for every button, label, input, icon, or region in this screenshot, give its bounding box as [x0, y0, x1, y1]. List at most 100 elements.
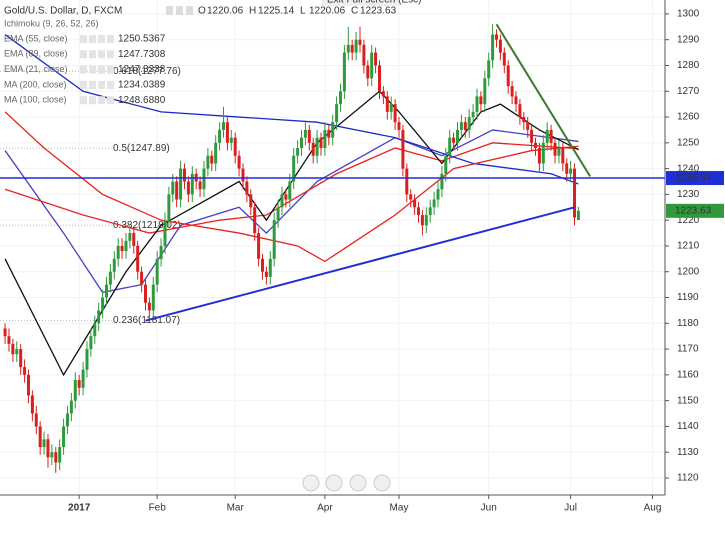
legend-value: 1248.6880 [118, 95, 166, 106]
reset[interactable] [349, 474, 367, 492]
legend-icon [98, 80, 105, 89]
candle-body [159, 245, 163, 259]
candle-body [190, 173, 194, 195]
candle-body [436, 189, 440, 200]
candle-body [140, 271, 144, 285]
candle-body [81, 369, 85, 388]
ohlc-label: H [249, 6, 256, 17]
candle-body [229, 137, 233, 143]
candle-body [463, 122, 467, 130]
chart-title: Gold/U.S. Dollar, D, FXCM [4, 6, 122, 17]
candle-body [498, 39, 502, 53]
price-tag-label: 1236.34 [675, 173, 712, 184]
fib-label: 0.618(1277.76) [113, 66, 181, 77]
scroll-left[interactable] [325, 474, 343, 492]
zoom-out[interactable] [302, 474, 320, 492]
candle-body [136, 245, 140, 272]
candle-body [65, 413, 69, 427]
tooltip-text: Exit Full screen (Esc) [327, 0, 421, 6]
candle-body [260, 258, 264, 272]
header-icon [166, 6, 173, 15]
candle-body [366, 65, 370, 79]
candle-body [147, 302, 151, 311]
candle-body [245, 181, 249, 195]
candle-body [327, 129, 331, 138]
candle-body [179, 168, 183, 200]
legend-icon [98, 50, 105, 59]
candle-body [171, 181, 175, 195]
fib-label: 0.382(1218.02) [113, 220, 181, 231]
candle-body [42, 439, 46, 448]
candle-body [225, 122, 229, 143]
candle-body [456, 129, 460, 143]
candle-body [132, 233, 136, 246]
trendline [145, 206, 575, 322]
candle-body [315, 137, 319, 156]
legend-name: EMA (89, close) [4, 49, 68, 59]
candle-body [541, 142, 545, 164]
ohlc-label: O [198, 6, 206, 17]
y-tick-label: 1250 [677, 137, 700, 148]
candle-body [346, 44, 350, 53]
ohlc-label: C [351, 6, 358, 17]
candle-body [257, 233, 261, 259]
candle-body [241, 168, 245, 182]
legend-name: MA (100, close) [4, 95, 67, 105]
candle-body [319, 137, 323, 148]
candle-body [276, 207, 280, 221]
candle-body [413, 199, 417, 208]
candle-body [62, 426, 66, 448]
y-tick-label: 1190 [677, 292, 699, 303]
y-tick-label: 1300 [677, 9, 700, 20]
legend-value: 1247.7308 [118, 49, 166, 60]
candle-body [338, 91, 342, 105]
legend-icon [89, 80, 96, 89]
y-tick-label: 1160 [677, 370, 699, 381]
y-tick-label: 1140 [677, 421, 699, 432]
price-tag [666, 203, 724, 218]
x-tick-label: Aug [644, 503, 662, 514]
y-tick-label: 1270 [677, 86, 700, 97]
candle-body [483, 78, 487, 105]
legend-icon [80, 35, 87, 43]
candle-body [26, 374, 30, 396]
legend-icon [89, 50, 96, 59]
candle-body [237, 155, 241, 169]
candle-body [537, 147, 541, 164]
legend-icon [107, 96, 114, 105]
candle-body [264, 271, 268, 277]
candle-body [101, 297, 105, 311]
candle-body [221, 122, 225, 130]
candle-body [280, 194, 284, 208]
ohlc-value: 1223.63 [360, 6, 397, 17]
candle-body [108, 271, 112, 285]
candle-body [186, 181, 190, 195]
zoom-buttons[interactable] [302, 474, 391, 492]
candle-body [452, 137, 456, 143]
scroll-right[interactable] [373, 474, 391, 492]
candle-body [514, 96, 518, 105]
ohlc-value: 1220.06 [207, 6, 244, 17]
candle-body [459, 122, 463, 130]
candle-body [104, 284, 108, 298]
ohlc-value: 1220.06 [309, 6, 346, 17]
candle-body [93, 323, 97, 337]
candle-body [253, 207, 257, 234]
candle-body [23, 367, 27, 375]
candle-body [303, 129, 307, 138]
legend-icon [107, 35, 114, 43]
candle-body [479, 96, 483, 105]
legend-icon [80, 50, 87, 59]
y-tick-label: 1170 [677, 344, 699, 355]
candle-body [73, 380, 77, 401]
candle-body [393, 104, 397, 123]
x-tick-label: Feb [149, 503, 167, 514]
candle-body [420, 215, 424, 226]
candle-body [510, 86, 514, 97]
candle-body [182, 168, 186, 182]
candle-body [467, 117, 471, 130]
candle-body [553, 142, 557, 156]
legend-header: Ichimoku (9, 26, 52, 26) [4, 18, 99, 28]
candle-body [38, 426, 42, 448]
